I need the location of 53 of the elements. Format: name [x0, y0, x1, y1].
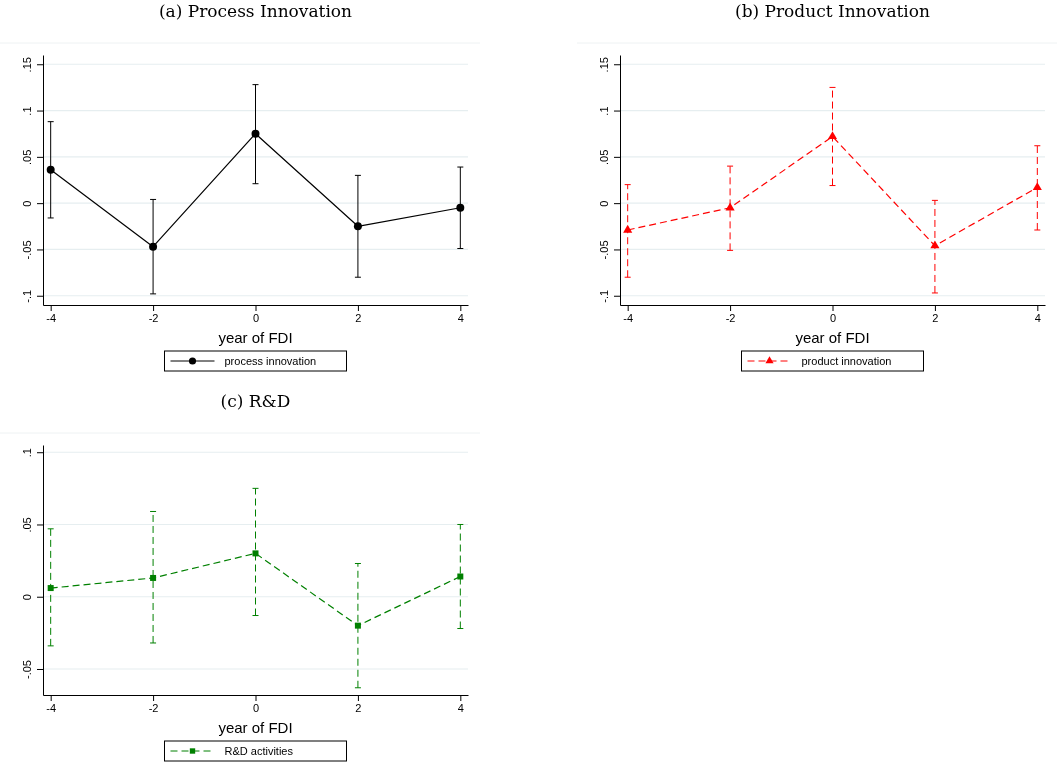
point — [1032, 182, 1042, 191]
x-tick-label: -4 — [46, 311, 57, 324]
y-tick-label: .05 — [598, 149, 610, 165]
y-tick-label: -.1 — [21, 289, 33, 303]
point — [623, 224, 633, 233]
x-axis-title: year of FDI — [218, 719, 293, 736]
x-tick-label: 2 — [355, 311, 362, 324]
x-tick-label: -2 — [725, 311, 736, 324]
x-axis-title: year of FDI — [795, 329, 870, 346]
x-tick-label: 2 — [932, 311, 939, 324]
point — [456, 203, 465, 212]
x-tick-label: 4 — [457, 701, 464, 714]
legend-label: R&D activities — [224, 745, 294, 757]
x-tick-label: -4 — [623, 311, 634, 324]
chart-title: (b) Product Innovation — [735, 1, 931, 21]
point — [457, 573, 464, 580]
y-tick-label: .1 — [598, 106, 610, 116]
y-tick-label: .05 — [21, 517, 33, 533]
legend-label: process innovation — [224, 355, 317, 367]
point — [354, 622, 361, 629]
point — [353, 222, 362, 231]
y-tick-label: -.05 — [21, 240, 33, 260]
legend-label: product innovation — [801, 355, 892, 367]
y-tick-label: 0 — [598, 200, 610, 207]
y-tick-label: .05 — [21, 149, 33, 165]
point — [149, 242, 158, 251]
y-tick-label: .1 — [21, 106, 33, 116]
y-tick-label: -.05 — [598, 240, 610, 260]
x-tick-label: -4 — [46, 701, 57, 714]
chart-title: (a) Process Innovation — [158, 1, 353, 21]
y-tick-label: .15 — [598, 57, 610, 73]
x-tick-label: 0 — [829, 311, 837, 324]
y-tick-label: 0 — [21, 594, 33, 601]
y-tick-label: -.1 — [598, 289, 610, 303]
point — [46, 165, 55, 174]
point — [150, 574, 157, 581]
point — [252, 550, 259, 557]
point — [827, 131, 838, 140]
point — [47, 585, 54, 592]
x-axis-title: year of FDI — [218, 329, 293, 346]
x-tick-label: 4 — [1034, 311, 1041, 324]
x-tick-label: 2 — [355, 701, 362, 714]
x-tick-label: -2 — [148, 701, 159, 714]
y-tick-label: 0 — [21, 200, 33, 207]
point — [251, 129, 260, 138]
y-tick-label: .1 — [21, 448, 33, 458]
x-tick-label: 0 — [252, 311, 260, 324]
x-tick-label: 0 — [252, 701, 260, 714]
chart-title: (c) R&D — [220, 391, 291, 411]
y-tick-label: -.05 — [21, 660, 33, 679]
y-tick-label: .15 — [21, 57, 33, 73]
x-tick-label: -2 — [148, 311, 159, 324]
x-tick-label: 4 — [457, 311, 464, 324]
